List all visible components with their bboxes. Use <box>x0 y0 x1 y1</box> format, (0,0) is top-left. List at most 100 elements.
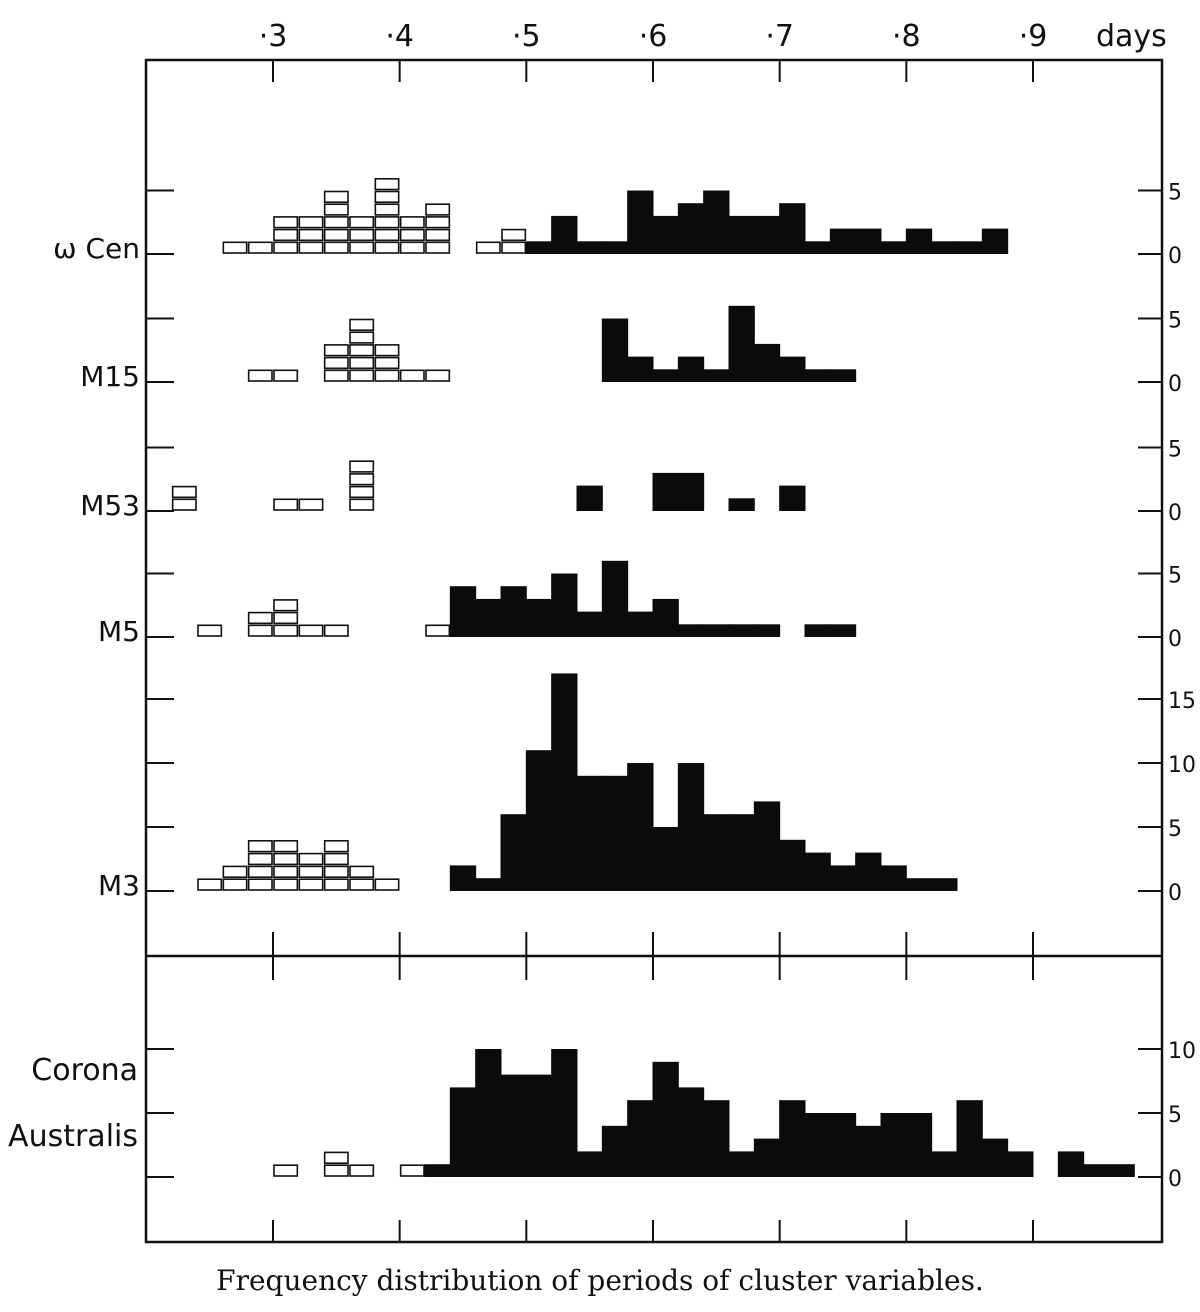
ab-type-bar <box>855 228 882 254</box>
x-tick-label: ·9 <box>1019 19 1048 54</box>
ab-type-bar <box>703 369 730 382</box>
ab-type-bar <box>500 586 527 637</box>
ab-type-bar <box>931 241 958 254</box>
ab-type-bar <box>753 343 781 382</box>
ab-type-bar <box>931 878 958 891</box>
ab-type-bar <box>703 814 730 891</box>
y-tick-label: 5 <box>1168 817 1182 842</box>
panel-labels: ω Cen M15 M53 M5 M3 Corona Australis <box>8 232 140 1154</box>
ab-type-bar <box>981 228 1009 254</box>
c-type-bar <box>273 839 299 891</box>
c-type-bar <box>349 460 375 511</box>
ab-type-bar <box>475 1049 502 1177</box>
ab-type-bar <box>551 215 578 254</box>
ab-type-bar <box>576 485 603 511</box>
ab-type-bar <box>652 472 679 511</box>
ab-type-bar <box>753 624 781 637</box>
y-tick-label: 0 <box>1168 627 1182 652</box>
c-type-bar <box>222 865 248 891</box>
ab-type-bar <box>804 624 831 637</box>
panel-label: M3 <box>98 869 140 902</box>
c-type-bar <box>298 498 324 511</box>
ab-type-bar <box>500 814 527 891</box>
x-tick-label: ·7 <box>765 19 794 54</box>
ab-type-bar <box>855 852 882 891</box>
ab-type-bar <box>576 611 603 637</box>
x-tick-label: ·5 <box>512 19 541 54</box>
ab-type-bar <box>829 624 857 637</box>
c-type-bar <box>273 369 299 382</box>
y-tick-label: 0 <box>1168 244 1182 269</box>
c-type-bar <box>323 344 349 382</box>
ab-type-bar <box>829 369 857 382</box>
ab-type-bar <box>576 241 603 254</box>
ab-type-bar <box>627 190 654 254</box>
c-type-bar <box>323 1151 349 1177</box>
ab-type-bar <box>601 560 629 637</box>
y-tick-label: 5 <box>1168 1103 1182 1128</box>
ab-type-bar <box>551 673 578 891</box>
c-type-bar <box>374 878 400 891</box>
ab-type-bar <box>753 1138 781 1177</box>
ab-type-bar <box>855 1125 882 1177</box>
ab-type-bar <box>804 369 831 382</box>
c-type-bar <box>298 624 324 637</box>
ab-type-bar <box>779 485 806 511</box>
ab-type-bar <box>931 1151 958 1177</box>
ab-type-bar <box>525 1074 553 1177</box>
c-type-bar <box>247 839 273 891</box>
ab-type-bar <box>880 865 907 891</box>
ab-type-bar <box>551 573 578 637</box>
ab-type-bar <box>627 1100 654 1177</box>
ab-type-bar <box>576 1151 603 1177</box>
c-type-bar <box>399 216 425 254</box>
ab-type-bar <box>424 1164 451 1177</box>
y-tick-label: 5 <box>1168 309 1182 334</box>
panel-label: M53 <box>80 489 140 522</box>
ab-type-bar <box>829 865 857 891</box>
y-tick-label: 5 <box>1168 564 1182 589</box>
c-type-bar <box>425 369 451 382</box>
x-tick-label: ·4 <box>385 19 414 54</box>
x-tick-label: ·8 <box>892 19 921 54</box>
ab-type-bar <box>956 241 983 254</box>
c-type-bar <box>323 839 349 891</box>
y-tick-label: 5 <box>1168 438 1182 463</box>
ab-type-bar <box>500 1074 527 1177</box>
ab-type-bar <box>905 1113 933 1177</box>
panel-label: M15 <box>80 360 140 393</box>
ab-type-bar <box>576 775 603 891</box>
c-type-bar <box>399 1164 425 1177</box>
ab-type-bar <box>779 1100 806 1177</box>
c-type-bar <box>222 241 248 254</box>
ab-type-bar <box>804 1113 831 1177</box>
ab-type-bar <box>804 241 831 254</box>
ab-type-bar <box>677 763 705 891</box>
y-tick-label: 15 <box>1168 689 1196 714</box>
panel-label: ω Cen <box>53 232 140 265</box>
ab-type-bar <box>981 1138 1009 1177</box>
ab-type-bar <box>1108 1164 1135 1177</box>
ab-type-bar <box>652 215 679 254</box>
ab-type-bar <box>1057 1151 1085 1177</box>
ab-type-bar <box>728 498 755 511</box>
ab-type-bar <box>829 228 857 254</box>
ab-type-bar <box>880 1113 907 1177</box>
c-type-bar <box>475 241 501 254</box>
ab-type-bar <box>449 865 477 891</box>
c-type-bar <box>425 624 451 637</box>
c-type-bar <box>171 485 197 511</box>
ab-type-bar <box>475 878 502 891</box>
ab-type-bar <box>449 586 477 637</box>
c-type-bar <box>501 228 527 254</box>
ab-type-bar <box>1083 1164 1110 1177</box>
y-tick-label: 5 <box>1168 181 1182 206</box>
ab-type-bar <box>525 241 553 254</box>
x-unit-label: days <box>1096 19 1167 54</box>
ab-type-bar <box>652 369 679 382</box>
panel-label: Corona <box>31 1053 138 1088</box>
ab-type-bar <box>652 598 679 637</box>
ab-type-bar <box>703 190 730 254</box>
ab-type-bar <box>880 241 907 254</box>
c-type-bar <box>425 203 451 254</box>
